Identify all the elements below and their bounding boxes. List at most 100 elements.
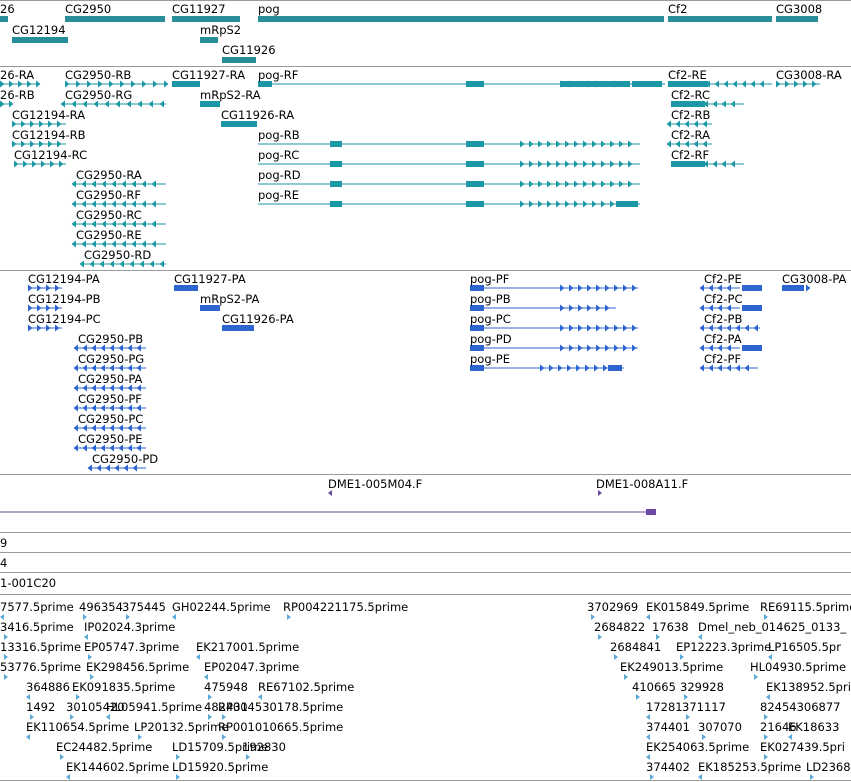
transcript-label-cg2950-rb[interactable]: CG2950-RB xyxy=(65,68,132,82)
est-label[interactable]: 375445 xyxy=(122,600,166,614)
transcript-pog-rb-exon[interactable] xyxy=(466,141,484,147)
protein-label-pog-pe[interactable]: pog-PE xyxy=(470,352,510,366)
transcript-pog-rc-exon[interactable] xyxy=(466,161,484,167)
est-label[interactable]: Dmel_neb_014625_0133_ xyxy=(698,620,847,634)
transcript-label-pog-rd[interactable]: pog-RD xyxy=(258,168,301,182)
protein-label-cg12194-pb[interactable]: CG12194-PB xyxy=(28,292,101,306)
transcript-label-cg2950-rg[interactable]: CG2950-RG xyxy=(65,88,133,102)
gene-bar[interactable] xyxy=(222,57,256,63)
protein-pog-pe-exon[interactable] xyxy=(470,365,484,371)
est-label[interactable]: EP02047.3prime xyxy=(204,660,300,674)
est-label[interactable]: HL05941.5prime xyxy=(106,700,203,714)
est-label[interactable]: EK027439.5pri xyxy=(760,740,845,754)
protein-label-cg2950-pb[interactable]: CG2950-PB xyxy=(78,332,144,346)
transcript-label-26-ra[interactable]: 26-RA xyxy=(0,68,35,82)
gene-bar[interactable] xyxy=(0,16,8,22)
gene-bar[interactable] xyxy=(65,16,165,22)
est-label[interactable]: RP001010665.5prime xyxy=(218,720,344,734)
transcript-pog-re-exon[interactable] xyxy=(616,201,638,207)
gene-label-mrps2[interactable]: mRpS2 xyxy=(200,23,242,37)
transcript-pog-rf-exon[interactable] xyxy=(466,81,484,87)
est-label[interactable]: LD15709.5prime xyxy=(172,740,269,754)
transcript-pog-rb-exon[interactable] xyxy=(330,141,342,147)
est-label[interactable]: EC24482.5prime xyxy=(56,740,153,754)
est-label[interactable]: 2684822 xyxy=(594,620,646,634)
transcript-label-cg12194-rc[interactable]: CG12194-RC xyxy=(14,148,88,162)
protein-pog-pd-exon[interactable] xyxy=(470,345,484,351)
est-label[interactable]: LD15920.5prime xyxy=(172,760,269,774)
gene-label-26[interactable]: 26 xyxy=(0,2,15,16)
transcript-label-pog-rc[interactable]: pog-RC xyxy=(258,148,300,162)
est-label[interactable]: 410665 xyxy=(632,680,676,694)
gene-bar[interactable] xyxy=(12,37,68,43)
est-label[interactable]: 1492 xyxy=(26,700,56,714)
transcript-label-cf2-ra[interactable]: Cf2-RA xyxy=(671,128,710,142)
transcript-label-cf2-re[interactable]: Cf2-RE xyxy=(668,68,707,82)
transcript-label-cf2-rf[interactable]: Cf2-RF xyxy=(671,148,710,162)
transcript-label-26-rb[interactable]: 26-RB xyxy=(0,88,35,102)
partial-row-label[interactable]: 4 xyxy=(0,556,8,570)
est-label[interactable]: EK015849.5prime xyxy=(646,600,750,614)
gene-bar[interactable] xyxy=(258,16,664,22)
est-label[interactable]: 329928 xyxy=(680,680,724,694)
protein-label-pog-pb[interactable]: pog-PB xyxy=(470,292,511,306)
est-label[interactable]: EK249013.5prime xyxy=(620,660,724,674)
clone-label-dme1-005m04[interactable]: DME1-005M04.F xyxy=(328,477,423,491)
transcript-label-cg3008-ra[interactable]: CG3008-RA xyxy=(776,68,842,82)
transcript-label-cg2950-rd[interactable]: CG2950-RD xyxy=(84,248,152,262)
protein-mrps2-pa-exon[interactable] xyxy=(200,305,220,311)
protein-pog-pe-exon[interactable] xyxy=(608,365,622,371)
est-label[interactable]: 496354 xyxy=(79,600,123,614)
est-label[interactable]: 482431 xyxy=(204,700,248,714)
gene-bar[interactable] xyxy=(776,16,818,22)
est-label[interactable]: EP12223.3prime xyxy=(676,640,772,654)
protein-cf2-pa-exon[interactable] xyxy=(742,345,762,351)
transcript-label-pog-rf[interactable]: pog-RF xyxy=(258,68,299,82)
est-label[interactable]: RE67102.5prime xyxy=(258,680,355,694)
est-label[interactable]: 2684841 xyxy=(610,640,662,654)
est-label[interactable]: EK298456.5prime xyxy=(86,660,190,674)
est-label[interactable]: LP20132.5prime xyxy=(134,720,229,734)
transcript-label-cg11927-ra[interactable]: CG11927-RA xyxy=(172,68,246,82)
est-label[interactable]: EK217001.5prime xyxy=(196,640,300,654)
transcript-pog-rf-exon[interactable] xyxy=(258,81,272,87)
est-label[interactable]: 307070 xyxy=(698,720,742,734)
est-label[interactable]: 475948 xyxy=(204,680,248,694)
protein-label-cg2950-pc[interactable]: CG2950-PC xyxy=(78,412,144,426)
protein-cf2-pe-exon[interactable] xyxy=(742,285,762,291)
est-label[interactable]: 82454306877 xyxy=(760,700,841,714)
est-label[interactable]: LP16505.5pr xyxy=(768,640,841,654)
transcript-label-cf2-rb[interactable]: Cf2-RB xyxy=(671,108,711,122)
transcript-cg11927-ra-exon[interactable] xyxy=(172,81,200,87)
protein-label-cg2950-pg[interactable]: CG2950-PG xyxy=(78,352,145,366)
transcript-pog-rc-exon[interactable] xyxy=(330,161,342,167)
gene-label-cg2950[interactable]: CG2950 xyxy=(65,2,112,16)
protein-cg11927-pa-exon[interactable] xyxy=(174,285,198,291)
est-label[interactable]: RE69115.5prime xyxy=(760,600,851,614)
protein-cg3008-pa-exon[interactable] xyxy=(782,285,804,291)
est-label[interactable]: 374402 xyxy=(646,760,690,774)
gene-label-pog[interactable]: pog xyxy=(258,2,280,16)
est-label[interactable]: 17638 xyxy=(652,620,689,634)
est-label[interactable]: 30105420 xyxy=(66,700,125,714)
est-label[interactable]: 3702969 xyxy=(587,600,639,614)
transcript-label-pog-rb[interactable]: pog-RB xyxy=(258,128,300,142)
est-label[interactable]: EK110654.5prime xyxy=(26,720,130,734)
partial-row-label[interactable]: 1-001C20 xyxy=(0,576,57,590)
transcript-label-cg2950-rf[interactable]: CG2950-RF xyxy=(76,188,141,202)
gene-bar[interactable] xyxy=(668,16,772,22)
transcript-label-cf2-rc[interactable]: Cf2-RC xyxy=(671,88,710,102)
est-label[interactable]: IP02024.3prime xyxy=(84,620,176,634)
transcript-pog-rd-exon[interactable] xyxy=(466,181,484,187)
protein-label-cg12194-pc[interactable]: CG12194-PC xyxy=(28,312,101,326)
transcript-cf2-rf-exon[interactable] xyxy=(671,161,705,167)
protein-label-cf2-pc[interactable]: Cf2-PC xyxy=(704,292,743,306)
gene-bar[interactable] xyxy=(200,37,218,43)
transcript-cg11926-ra-exon[interactable] xyxy=(221,121,257,127)
est-label[interactable]: 7577.5prime xyxy=(0,600,74,614)
gene-label-cg3008[interactable]: CG3008 xyxy=(776,2,823,16)
est-label[interactable]: EK144602.5prime xyxy=(66,760,170,774)
transcript-cf2-rc-exon[interactable] xyxy=(671,101,705,107)
protein-pog-pf-exon[interactable] xyxy=(470,285,484,291)
protein-label-cg11926-pa[interactable]: CG11926-PA xyxy=(222,312,294,326)
